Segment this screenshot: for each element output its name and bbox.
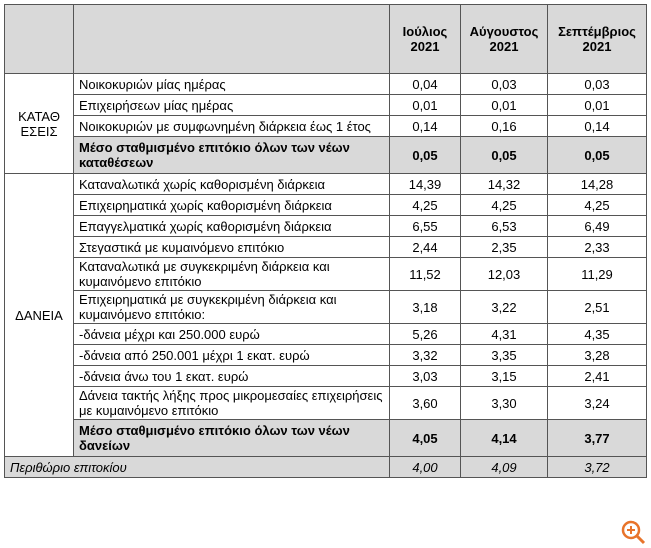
row-label: -δάνεια μέχρι και 250.000 ευρώ — [73, 323, 390, 345]
row-label: -δάνεια από 250.001 μέχρι 1 εκατ. ευρώ — [73, 344, 390, 366]
value-cell: 0,05 — [547, 136, 647, 174]
year: 2021 — [410, 39, 440, 54]
value-cell: 4,05 — [389, 419, 461, 457]
value-cell: 4,35 — [547, 323, 647, 345]
table-row: ΚΑΤΑΘΕΣΕΙΣ Νοικοκυριών μίας ημέρας 0,04 0,0… — [4, 73, 647, 174]
value-cell: 0,05 — [460, 136, 548, 174]
value-cell: 3,35 — [460, 344, 548, 366]
value-cell: 6,49 — [547, 215, 647, 237]
value-cell: 3,24 — [547, 386, 647, 420]
value-cell: 6,53 — [460, 215, 548, 237]
table-row: Καταναλωτικά με συγκεκριμένη διάρκεια κα… — [5, 257, 647, 291]
value-cell: 2,33 — [547, 236, 647, 258]
value-cell: 3,22 — [460, 290, 548, 324]
value-cell: 0,03 — [460, 73, 548, 95]
value-cell: 6,55 — [389, 215, 461, 237]
row-label: -δάνεια άνω του 1 εκατ. ευρώ — [73, 365, 390, 387]
value-cell: 0,04 — [389, 73, 461, 95]
value-cell: 5,26 — [389, 323, 461, 345]
value-cell: 3,18 — [389, 290, 461, 324]
group-label: ΚΑΤΑΘΕΣΕΙΣ — [4, 73, 74, 174]
table-row: Επιχειρηματικά με συγκεκριμένη διάρκεια … — [5, 290, 647, 324]
header-cell: Ιούλιος 2021 — [389, 4, 461, 74]
footer-row: Περιθώριο επιτοκίου 4,00 4,09 3,72 — [4, 456, 647, 478]
value-cell: 0,01 — [389, 94, 461, 116]
table-row: Νοικοκυριών με συμφωνημένη διάρκεια έως … — [5, 115, 647, 137]
value-cell: 3,77 — [547, 419, 647, 457]
value-cell: 0,16 — [460, 115, 548, 137]
table-row: Επιχειρηματικά χωρίς καθορισμένη διάρκει… — [5, 194, 647, 216]
row-label: Καταναλωτικά χωρίς καθορισμένη διάρκεια — [73, 173, 390, 195]
table-row: Μέσο σταθμισμένο επιτόκιο όλων των νέων … — [5, 136, 647, 174]
value-cell: 3,30 — [460, 386, 548, 420]
row-label: Μέσο σταθμισμένο επιτόκιο όλων των νέων … — [73, 419, 390, 457]
row-label: Καταναλωτικά με συγκεκριμένη διάρκεια κα… — [73, 257, 390, 291]
value-cell: 0,14 — [547, 115, 647, 137]
value-cell: 14,32 — [460, 173, 548, 195]
value-cell: 4,00 — [389, 456, 461, 478]
row-label: Μέσο σταθμισμένο επιτόκιο όλων των νέων … — [73, 136, 390, 174]
row-label: Στεγαστικά με κυμαινόμενο επιτόκιο — [73, 236, 390, 258]
row-label: Νοικοκυριών μίας ημέρας — [73, 73, 390, 95]
value-cell: 3,60 — [389, 386, 461, 420]
value-cell: 3,15 — [460, 365, 548, 387]
row-label: Επιχειρηματικά με συγκεκριμένη διάρκεια … — [73, 290, 390, 324]
value-cell: 2,51 — [547, 290, 647, 324]
value-cell: 0,05 — [389, 136, 461, 174]
month: Αύγουστος — [469, 24, 539, 39]
header-cell — [73, 4, 390, 74]
value-cell: 4,09 — [460, 456, 548, 478]
value-cell: 2,35 — [460, 236, 548, 258]
value-cell: 0,01 — [547, 94, 647, 116]
value-cell: 11,29 — [547, 257, 647, 291]
row-label: Επαγγελματικά χωρίς καθορισμένη διάρκεια — [73, 215, 390, 237]
value-cell: 3,03 — [389, 365, 461, 387]
value-cell: 4,25 — [460, 194, 548, 216]
table-row: Μέσο σταθμισμένο επιτόκιο όλων των νέων … — [5, 419, 647, 457]
value-cell: 4,14 — [460, 419, 548, 457]
table-row: Επιχειρήσεων μίας ημέρας 0,01 0,01 0,01 — [5, 94, 647, 116]
table-row: -δάνεια άνω του 1 εκατ. ευρώ 3,03 3,15 2,41 — [5, 365, 647, 387]
value-cell: 0,01 — [460, 94, 548, 116]
header-cell — [4, 4, 74, 74]
rates-table: Ιούλιος 2021 Αύγουστος 2021 Σεπτέμβριος 2021 Κ… — [4, 4, 647, 478]
row-label: Νοικοκυριών με συμφωνημένη διάρκεια έως … — [73, 115, 390, 137]
table-row: -δάνεια μέχρι και 250.000 ευρώ 5,26 4,31 4,… — [5, 323, 647, 345]
value-cell: 14,28 — [547, 173, 647, 195]
value-cell: 2,41 — [547, 365, 647, 387]
value-cell: 3,72 — [547, 456, 647, 478]
header-cell: Σεπτέμβριος 2021 — [547, 4, 647, 74]
value-cell: 4,25 — [547, 194, 647, 216]
table-row: Επαγγελματικά χωρίς καθορισμένη διάρκεια… — [5, 215, 647, 237]
row-label: Επιχειρήσεων μίας ημέρας — [73, 94, 390, 116]
group-label: ΔΑΝΕΙΑ — [4, 173, 74, 457]
month: Ιούλιος — [402, 24, 448, 39]
table-row: -δάνεια από 250.001 μέχρι 1 εκατ. ευρώ 3,… — [5, 344, 647, 366]
table-row: Στεγαστικά με κυμαινόμενο επιτόκιο 2,44 2,… — [5, 236, 647, 258]
value-cell: 2,44 — [389, 236, 461, 258]
year: 2021 — [489, 39, 519, 54]
month: Σεπτέμβριος — [558, 24, 636, 39]
value-cell: 14,39 — [389, 173, 461, 195]
value-cell: 4,25 — [389, 194, 461, 216]
header-row: Ιούλιος 2021 Αύγουστος 2021 Σεπτέμβριος 2021 — [4, 4, 647, 74]
header-cell: Αύγουστος 2021 — [460, 4, 548, 74]
footer-label: Περιθώριο επιτοκίου — [4, 456, 390, 478]
value-cell: 3,28 — [547, 344, 647, 366]
row-label: Επιχειρηματικά χωρίς καθορισμένη διάρκει… — [73, 194, 390, 216]
value-cell: 0,03 — [547, 73, 647, 95]
value-cell: 4,31 — [460, 323, 548, 345]
year: 2021 — [582, 39, 612, 54]
value-cell: 11,52 — [389, 257, 461, 291]
table-row: Δάνεια τακτής λήξης προς μικρομεσαίες επ… — [5, 386, 647, 420]
row-label: Δάνεια τακτής λήξης προς μικρομεσαίες επ… — [73, 386, 390, 420]
table-row: ΔΑΝΕΙΑ Καταναλωτικά χωρίς καθορισμένη διά… — [4, 173, 647, 457]
value-cell: 12,03 — [460, 257, 548, 291]
zoom-icon[interactable] — [620, 519, 646, 545]
value-cell: 0,14 — [389, 115, 461, 137]
value-cell: 3,32 — [389, 344, 461, 366]
